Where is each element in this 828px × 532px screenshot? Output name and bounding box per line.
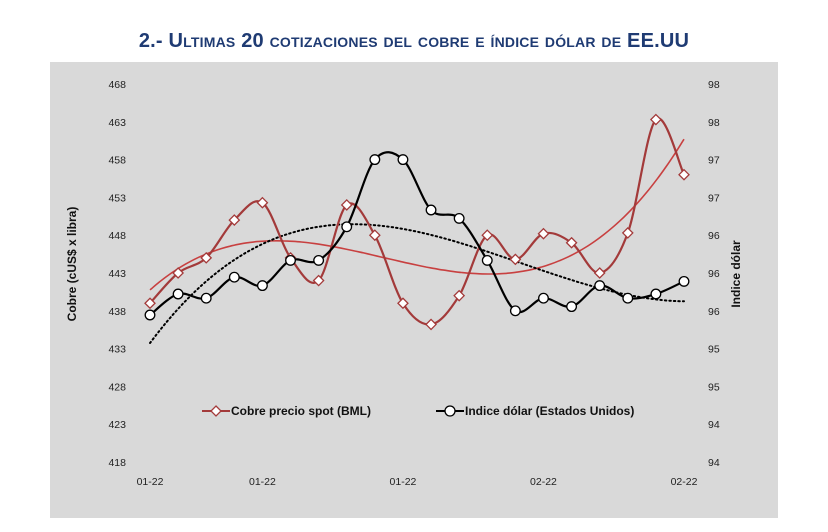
y-right-tick-label: 98 [708,117,720,129]
y-left-tick-label: 418 [108,457,126,469]
dollar-point [341,221,353,233]
y-right-tick-label: 95 [708,344,720,356]
dollar-point [256,280,268,292]
y-left-tick-label: 463 [108,117,126,129]
x-tick-label: 02-22 [671,476,698,488]
chart: 468 463 458 453 448 443 438 433 428 423 418 98 98 97… [50,62,778,518]
y-left-tick-label: 438 [108,306,126,318]
legend-marker-copper [210,405,222,417]
copper-point [678,168,690,181]
x-tick-label: 01-22 [249,476,276,488]
copper-point [200,251,213,264]
dollar-point [622,292,634,304]
dollar-point [285,254,296,266]
copper-point [481,229,494,242]
dollar-point [200,292,212,304]
copper-point [368,229,381,242]
dollar-point [313,254,325,266]
dollar-point [397,154,409,166]
y-right-tick-label: 96 [708,268,720,280]
dollar-point [594,280,606,292]
trendline-copper [149,138,685,291]
legend-label-copper: Cobre precio spot (BML) [231,404,371,418]
dollar-point [172,288,184,300]
copper-point [397,297,409,310]
dollar-point [369,154,381,166]
y-left-tick-label: 443 [108,268,126,280]
copper-point [509,253,522,266]
y-left-tick-label: 453 [108,192,126,204]
copper-point [172,267,185,279]
copper-point [621,227,634,239]
y-right-tick-label: 94 [708,419,720,431]
dollar-point [453,212,465,224]
y-right-tick-label: 98 [708,79,720,91]
page-title: 2.- Ultimas 20 cotizaciones del cobre e … [138,30,690,52]
dollar-point [566,301,578,313]
y-right-ticks: 98 98 97 97 96 96 96 95 95 94 94 [708,79,720,469]
copper-point [228,214,241,226]
y-left-tick-label: 423 [108,419,126,431]
copper-point [144,297,156,310]
x-ticks: 01-22 01-22 01-22 02-22 02-22 [137,476,698,488]
legend-marker-dollar [444,405,456,417]
copper-point [593,267,606,279]
y-right-tick-label: 95 [708,381,720,393]
y-left-tick-label: 468 [108,79,126,91]
copper-point [537,227,550,240]
y-axis-left-label: Cobre (cUS$ x libra) [65,207,79,322]
copper-point [312,274,325,287]
legend: Cobre precio spot (BML) Indice dólar (Es… [202,404,634,418]
dollar-point [678,275,690,287]
y-right-tick-label: 97 [708,155,720,167]
dollar-point [481,254,493,266]
y-axis-right-label: Indice dólar [729,240,743,308]
legend-label-dollar: Indice dólar (Estados Unidos) [465,404,634,418]
dollar-point [425,204,437,216]
copper-point [565,236,578,249]
dollar-point [650,288,662,300]
y-right-tick-label: 96 [708,230,720,242]
copper-point [649,113,662,126]
y-left-tick-label: 448 [108,230,126,242]
y-left-tick-label: 458 [108,155,126,167]
series-markers [144,113,690,331]
x-tick-label: 01-22 [137,476,164,488]
copper-point [453,289,466,302]
y-left-ticks: 468 463 458 453 448 443 438 433 428 423 418 [108,79,126,469]
dollar-point [144,309,156,321]
y-right-tick-label: 97 [708,192,720,204]
copper-point [425,318,437,331]
y-left-tick-label: 428 [108,381,126,393]
y-right-tick-label: 94 [708,457,720,469]
y-left-tick-label: 433 [108,344,126,356]
dollar-point [538,292,549,304]
y-right-tick-label: 96 [708,306,720,318]
dollar-point [509,305,521,317]
dollar-point [228,271,240,283]
x-tick-label: 02-22 [530,476,557,488]
copper-point [340,199,353,211]
copper-point [256,196,269,209]
x-tick-label: 01-22 [390,476,417,488]
